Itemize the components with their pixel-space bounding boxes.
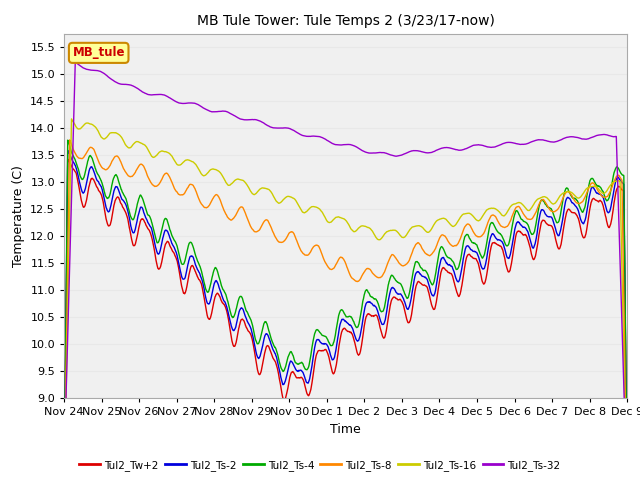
- Legend: Tul2_Tw+2, Tul2_Ts-2, Tul2_Ts-4, Tul2_Ts-8, Tul2_Ts-16, Tul2_Ts-32: Tul2_Tw+2, Tul2_Ts-2, Tul2_Ts-4, Tul2_Ts…: [75, 456, 565, 475]
- Title: MB Tule Tower: Tule Temps 2 (3/23/17-now): MB Tule Tower: Tule Temps 2 (3/23/17-now…: [196, 14, 495, 28]
- Text: MB_tule: MB_tule: [72, 47, 125, 60]
- Y-axis label: Temperature (C): Temperature (C): [12, 165, 25, 267]
- X-axis label: Time: Time: [330, 423, 361, 436]
